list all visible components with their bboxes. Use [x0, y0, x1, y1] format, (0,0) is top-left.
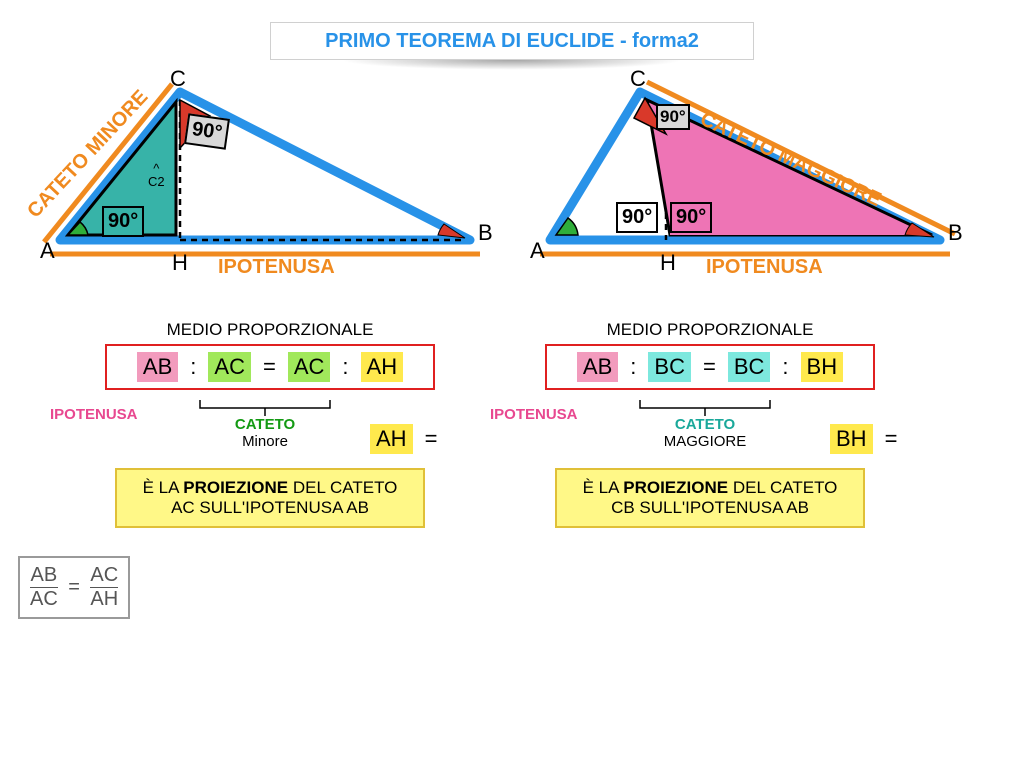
- left-projection-box: È LA PROIEZIONE DEL CATETO AC SULL'IPOTE…: [115, 468, 425, 528]
- left-op-1: :: [190, 354, 196, 380]
- left-op-3: :: [342, 354, 348, 380]
- right-bh-equals: BH =: [830, 424, 897, 454]
- left-ah-eq: =: [425, 426, 438, 452]
- right-angle-90-top: 90°: [656, 104, 690, 130]
- right-bh-eq: =: [885, 426, 898, 452]
- fraction-box: AB AC = AC AH: [18, 556, 130, 619]
- left-term-AH: AH: [361, 352, 404, 382]
- left-proj-post: DEL CATETO: [288, 478, 397, 497]
- right-angle-90-right: 90°: [670, 202, 712, 233]
- right-term-AB: AB: [577, 352, 618, 382]
- left-proj-bold: PROIEZIONE: [183, 478, 288, 497]
- left-angle-90-top: 90°: [184, 113, 230, 150]
- left-term-AC1: AC: [208, 352, 251, 382]
- right-proj-line2: CB SULL'IPOTENUSA AB: [611, 498, 809, 517]
- right-cateto-label: CATETO: [630, 416, 780, 433]
- left-proj-pre: È LA: [143, 478, 184, 497]
- right-medio-label: MEDIO PROPORZIONALE: [500, 320, 920, 340]
- left-vertex-C: C: [170, 66, 186, 92]
- frac-right: AC AH: [90, 564, 118, 611]
- left-cateto-bracket: CATETO Minore: [190, 398, 340, 450]
- left-angle-90-bottom: 90°: [102, 206, 144, 237]
- right-vertex-C: C: [630, 66, 646, 92]
- frac-n2: AC: [90, 564, 118, 587]
- left-vertex-H: H: [172, 250, 188, 276]
- right-proj-post: DEL CATETO: [728, 478, 837, 497]
- right-bh-chip: BH: [830, 424, 873, 454]
- right-cateto-bracket: CATETO MAGGIORE: [630, 398, 780, 450]
- right-op-1: :: [630, 354, 636, 380]
- left-proj-line2: AC SULL'IPOTENUSA AB: [171, 498, 369, 517]
- right-proportion-box: AB : BC = BC : BH: [545, 344, 875, 390]
- left-minore-label: Minore: [190, 433, 340, 450]
- right-op-3: :: [782, 354, 788, 380]
- right-proj-pre: È LA: [583, 478, 624, 497]
- frac-n1: AB: [30, 564, 58, 587]
- left-ah-chip: AH: [370, 424, 413, 454]
- right-vertex-B: B: [948, 220, 963, 246]
- right-term-BC2: BC: [728, 352, 771, 382]
- left-proportion-box: AB : AC = AC : AH: [105, 344, 435, 390]
- right-op-2: =: [703, 354, 716, 380]
- right-maggiore-label: MAGGIORE: [630, 433, 780, 450]
- left-proportion-area: MEDIO PROPORZIONALE AB : AC = AC : AH IP…: [60, 320, 480, 528]
- left-vertex-B: B: [478, 220, 493, 246]
- right-ipotenusa-sub: IPOTENUSA: [490, 406, 578, 423]
- right-vertex-H: H: [660, 250, 676, 276]
- right-projection-box: È LA PROIEZIONE DEL CATETO CB SULL'IPOTE…: [555, 468, 865, 528]
- c2-text: C2: [148, 174, 165, 189]
- left-term-AC2: AC: [288, 352, 331, 382]
- left-c2-label: ^ C2: [148, 162, 165, 188]
- left-vertex-A: A: [40, 238, 55, 264]
- left-cateto-label: CATETO: [190, 416, 340, 433]
- left-medio-label: MEDIO PROPORZIONALE: [60, 320, 480, 340]
- right-ipotenusa-label: IPOTENUSA: [706, 256, 823, 279]
- right-proj-bold: PROIEZIONE: [623, 478, 728, 497]
- left-ipotenusa-label: IPOTENUSA: [218, 256, 335, 279]
- left-op-2: =: [263, 354, 276, 380]
- right-angle-90-left: 90°: [616, 202, 658, 233]
- left-ipotenusa-sub: IPOTENUSA: [50, 406, 138, 423]
- left-term-AB: AB: [137, 352, 178, 382]
- frac-d1: AC: [30, 587, 58, 611]
- left-ah-equals: AH =: [370, 424, 437, 454]
- right-term-BC1: BC: [648, 352, 691, 382]
- frac-d2: AH: [90, 587, 118, 611]
- frac-left: AB AC: [30, 564, 58, 611]
- right-vertex-A: A: [530, 238, 545, 264]
- frac-eq: =: [62, 576, 86, 598]
- right-term-BH: BH: [801, 352, 844, 382]
- right-proportion-area: MEDIO PROPORZIONALE AB : BC = BC : BH IP…: [500, 320, 920, 528]
